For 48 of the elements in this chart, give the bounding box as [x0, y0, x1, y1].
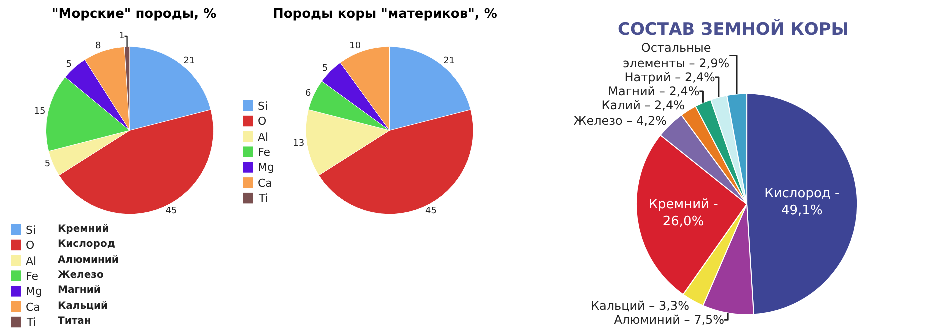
legend-label: Fe — [26, 270, 39, 283]
chart-title: СОСТАВ ЗЕМНОЙ КОРЫ — [618, 19, 849, 40]
legend-label: Mg — [258, 161, 274, 174]
data-label: 10 — [350, 41, 362, 52]
data-label: 45 — [166, 206, 178, 217]
slice-label: Кислород - — [764, 186, 840, 202]
slice-label: Калий – 2,4% — [602, 98, 685, 113]
text: Кальций — [58, 301, 108, 312]
data-label: 5 — [322, 64, 328, 74]
text: Титан — [58, 316, 92, 327]
legend-label: Fe — [258, 146, 271, 159]
slice-label: Кальций – 3,3% — [590, 299, 690, 314]
legend-label: Si — [258, 100, 268, 113]
text: Кислород — [58, 239, 116, 250]
legend-label: Ca — [26, 301, 40, 314]
data-label: 1 — [119, 31, 125, 42]
data-label: 6 — [305, 89, 312, 100]
slice-label: Натрий – 2,4% — [624, 70, 716, 85]
legend-label: Ca — [258, 177, 272, 190]
legend-label: O — [258, 115, 267, 128]
legend-label: Ti — [26, 316, 36, 329]
legend-label: O — [26, 239, 35, 252]
data-label: 21 — [184, 56, 196, 66]
legend-label: Ti — [258, 192, 268, 205]
slice-label: Магний – 2,4% — [608, 84, 700, 99]
data-label: 5 — [66, 60, 72, 70]
slice-label: Железо – 4,2% — [574, 114, 667, 128]
chart-title: Породы коры "материков", % — [273, 7, 498, 22]
text: Алюминий — [58, 255, 119, 266]
data-label: 21 — [444, 56, 456, 66]
text: Магний — [58, 285, 101, 296]
slice-label: Алюминий – 7,5% — [614, 313, 725, 328]
slice-label: Остальные элементы – 2,9% — [623, 40, 730, 71]
text: Железо — [58, 270, 104, 281]
data-label: 15 — [34, 107, 46, 118]
data-label: 13 — [293, 138, 305, 149]
data-label: 5 — [44, 160, 51, 170]
chart-title: "Морские" породы, % — [52, 7, 217, 22]
data-label: 45 — [426, 206, 437, 217]
legend-label: Al — [26, 255, 37, 268]
slice-label: Кремний - — [648, 197, 719, 212]
legend-label: Mg — [26, 285, 42, 298]
text: Кремний — [58, 224, 110, 235]
legend-label: Al — [258, 131, 269, 144]
data-label: 49,1% — [781, 204, 823, 219]
data-label: 8 — [96, 41, 102, 52]
legend-label: Si — [26, 224, 36, 237]
data-label: 26,0% — [662, 214, 704, 230]
